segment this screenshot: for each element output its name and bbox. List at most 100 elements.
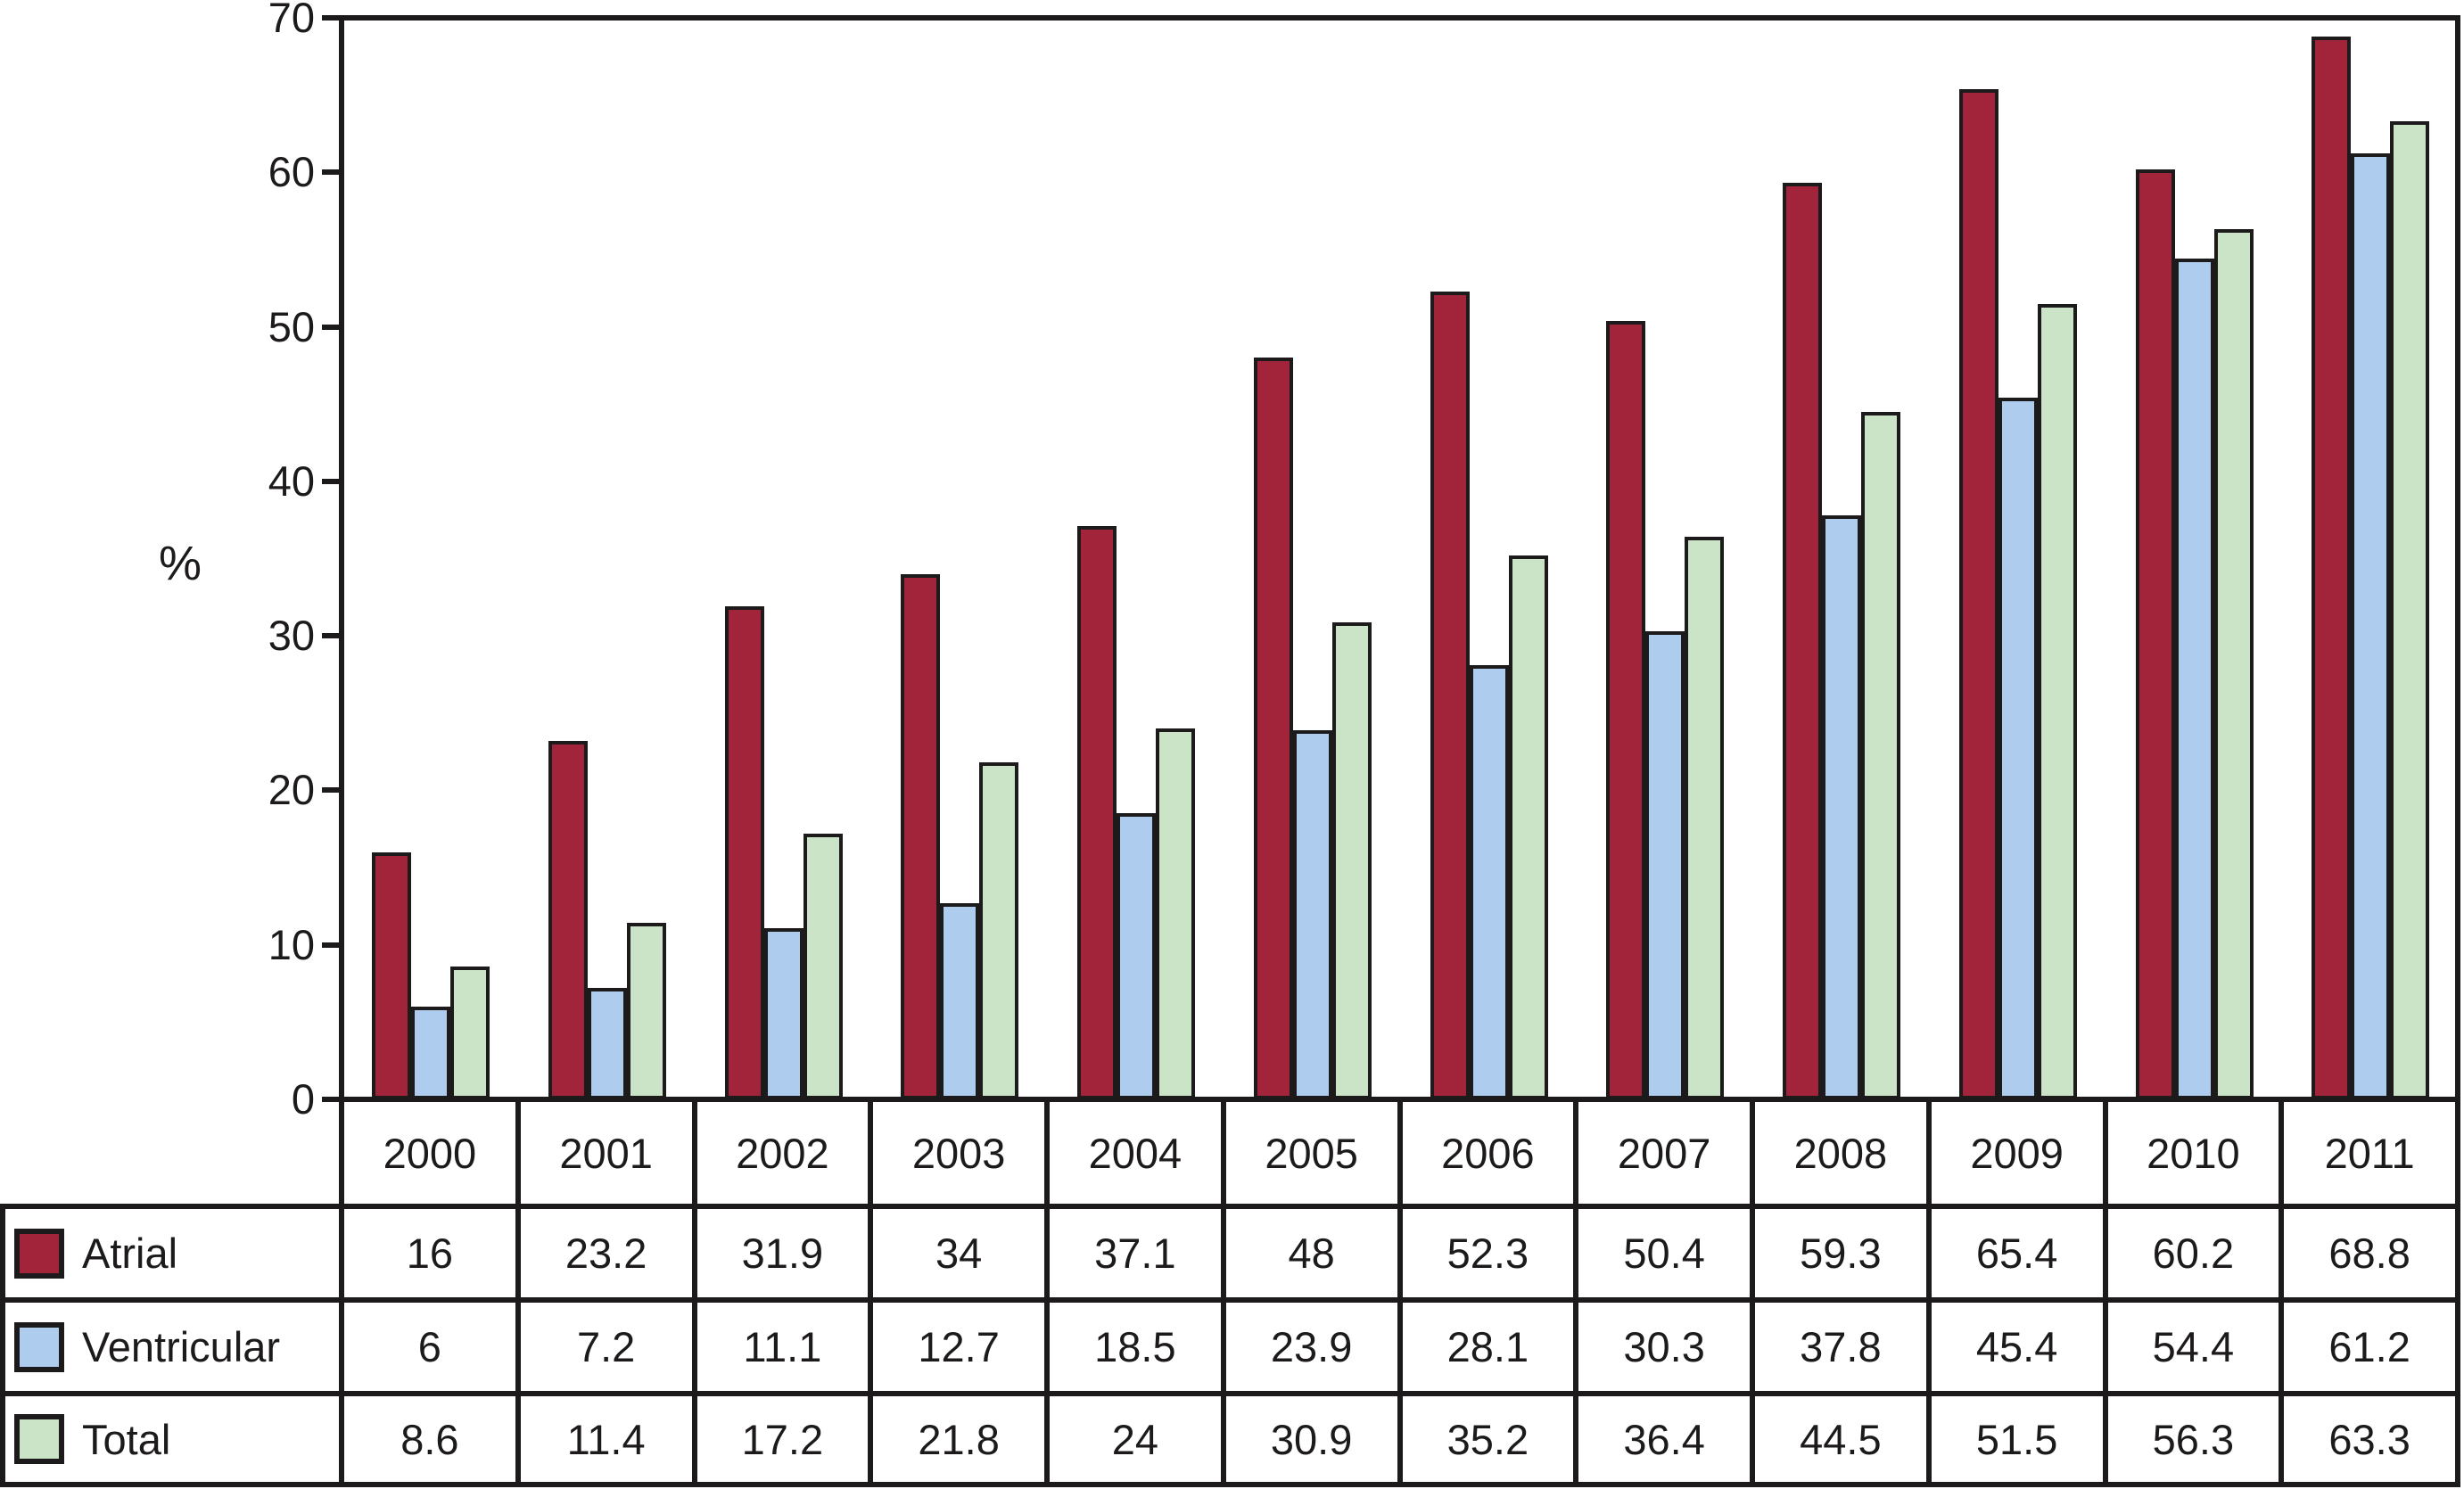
bar-atrial-2005 xyxy=(1253,358,1293,1099)
legend-swatch-ventricular-icon xyxy=(14,1321,64,1372)
year-header-cell: 2003 xyxy=(911,1129,1006,1177)
value-cell-total-2009: 51.5 xyxy=(1975,1415,2058,1463)
legend-swatch-atrial-icon xyxy=(14,1228,64,1279)
bar-total-2007 xyxy=(1685,537,1725,1099)
legend-cell-ventricular: Ventricular xyxy=(0,1300,342,1394)
y-axis-tick xyxy=(322,15,342,21)
table-column-border xyxy=(515,1099,521,1487)
value-cell-ventricular-2001: 7.2 xyxy=(576,1323,636,1370)
table-column-border xyxy=(1220,1099,1226,1487)
value-cell-ventricular-2007: 30.3 xyxy=(1623,1323,1705,1370)
value-cell-total-2008: 44.5 xyxy=(1800,1415,1882,1463)
bar-atrial-2010 xyxy=(2135,169,2175,1099)
value-cell-ventricular-2010: 54.4 xyxy=(2152,1323,2235,1370)
table-column-border xyxy=(2102,1099,2108,1487)
value-cell-atrial-2004: 37.1 xyxy=(1094,1230,1176,1277)
legend-cell-atrial: Atrial xyxy=(0,1206,342,1300)
bar-total-2011 xyxy=(2390,121,2430,1099)
bar-ventricular-2007 xyxy=(1645,630,1685,1099)
y-axis-tick xyxy=(322,942,342,948)
value-cell-ventricular-2000: 6 xyxy=(417,1323,441,1370)
year-header-cell: 2002 xyxy=(736,1129,829,1177)
value-cell-atrial-2009: 65.4 xyxy=(1975,1230,2058,1277)
bar-total-2005 xyxy=(1331,621,1372,1099)
x-axis-line xyxy=(322,1097,2460,1102)
bar-total-2006 xyxy=(1508,555,1548,1099)
table-row-border xyxy=(0,1482,2460,1487)
bar-total-2001 xyxy=(626,923,666,1099)
value-cell-total-2005: 30.9 xyxy=(1270,1415,1353,1463)
table-column-border xyxy=(2279,1099,2285,1487)
right-border xyxy=(2455,15,2460,1487)
bar-ventricular-2005 xyxy=(1292,729,1332,1099)
value-cell-ventricular-2002: 11.1 xyxy=(743,1323,822,1370)
y-axis-title: % xyxy=(158,537,202,590)
y-axis-tick xyxy=(322,633,342,639)
bar-ventricular-2001 xyxy=(587,988,627,1099)
legend-label-atrial: Atrial xyxy=(82,1230,178,1277)
value-cell-atrial-2008: 59.3 xyxy=(1800,1230,1882,1277)
bar-ventricular-2010 xyxy=(2174,259,2214,1099)
value-cell-atrial-2005: 48 xyxy=(1288,1230,1335,1277)
y-axis-tick-label: 20 xyxy=(268,766,315,814)
bar-total-2010 xyxy=(2213,229,2254,1099)
table-row-border xyxy=(0,1391,2460,1396)
value-cell-total-2011: 63.3 xyxy=(2328,1415,2410,1463)
bar-total-2009 xyxy=(2037,303,2077,1099)
table-row-border xyxy=(0,1297,2460,1303)
value-cell-atrial-2010: 60.2 xyxy=(2152,1230,2235,1277)
value-cell-ventricular-2004: 18.5 xyxy=(1094,1323,1176,1370)
bar-atrial-2008 xyxy=(1783,183,1822,1099)
value-cell-total-2006: 35.2 xyxy=(1446,1415,1529,1463)
bar-atrial-2004 xyxy=(1077,526,1117,1099)
value-cell-ventricular-2008: 37.8 xyxy=(1800,1323,1882,1370)
y-axis-tick xyxy=(322,787,342,794)
table-column-border xyxy=(1044,1099,1050,1487)
legend-swatch-total-icon xyxy=(14,1414,64,1464)
value-cell-total-2004: 24 xyxy=(1111,1415,1159,1463)
plot-top-border xyxy=(339,15,2460,21)
table-row-border xyxy=(0,1204,2460,1209)
y-axis-tick xyxy=(322,169,342,176)
bar-atrial-2007 xyxy=(1606,320,1646,1099)
year-header-cell: 2010 xyxy=(2147,1129,2240,1177)
bar-ventricular-2003 xyxy=(940,902,980,1099)
year-header-cell: 2001 xyxy=(559,1129,653,1177)
table-left-border xyxy=(0,1204,5,1487)
value-cell-atrial-2000: 16 xyxy=(406,1230,454,1277)
year-header-cell: 2008 xyxy=(1793,1129,1888,1177)
value-cell-ventricular-2003: 12.7 xyxy=(918,1323,1000,1370)
bar-atrial-2003 xyxy=(901,573,941,1099)
value-cell-ventricular-2005: 23.9 xyxy=(1270,1323,1353,1370)
legend-label-ventricular: Ventricular xyxy=(82,1323,281,1370)
year-header-cell: 2005 xyxy=(1265,1129,1358,1177)
year-header-cell: 2009 xyxy=(1970,1129,2064,1177)
value-cell-ventricular-2009: 45.4 xyxy=(1975,1323,2058,1370)
y-axis-tick-label: 60 xyxy=(268,148,315,196)
bar-ventricular-2000 xyxy=(411,1007,450,1099)
table-column-border xyxy=(1750,1099,1755,1487)
value-cell-total-2000: 8.6 xyxy=(400,1415,459,1463)
bar-ventricular-2009 xyxy=(1998,398,2038,1099)
bar-atrial-2001 xyxy=(548,740,588,1099)
bar-atrial-2002 xyxy=(724,606,764,1099)
legend-cell-total: Total xyxy=(0,1394,342,1485)
table-column-border xyxy=(691,1099,697,1487)
value-cell-atrial-2003: 34 xyxy=(935,1230,983,1277)
table-column-border xyxy=(868,1099,874,1487)
table-column-border xyxy=(1925,1099,1932,1487)
year-header-cell: 2006 xyxy=(1441,1129,1535,1177)
bar-ventricular-2008 xyxy=(1822,514,1861,1099)
year-header-cell: 2011 xyxy=(2324,1129,2415,1177)
value-cell-total-2002: 17.2 xyxy=(741,1415,824,1463)
value-cell-atrial-2001: 23.2 xyxy=(564,1230,647,1277)
year-header-cell: 2000 xyxy=(383,1129,477,1177)
y-axis-tick-label: 30 xyxy=(268,612,315,660)
value-cell-atrial-2011: 68.8 xyxy=(2328,1230,2410,1277)
year-header-cell: 2007 xyxy=(1617,1129,1711,1177)
value-cell-atrial-2007: 50.4 xyxy=(1623,1230,1705,1277)
bar-atrial-2006 xyxy=(1430,291,1470,1099)
value-cell-ventricular-2011: 61.2 xyxy=(2328,1323,2410,1370)
bar-atrial-2009 xyxy=(1958,88,1998,1099)
